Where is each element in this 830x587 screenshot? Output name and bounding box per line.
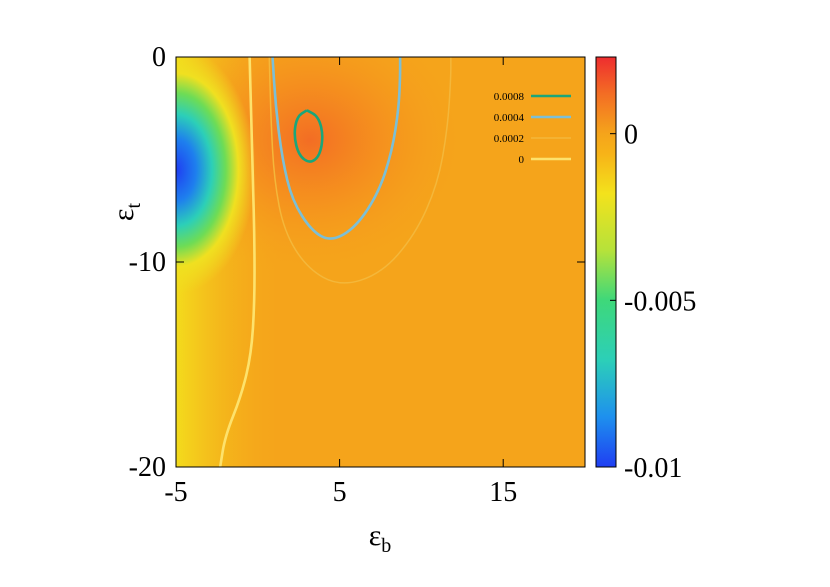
heatmap-cold-region xyxy=(176,57,585,467)
x-axis-ticks: -5 5 15 xyxy=(164,57,517,508)
y-axis-label-main: ε xyxy=(107,208,140,221)
contour-legend: 0.0008 0.0004 0.0002 0 xyxy=(494,91,571,166)
x-axis-label: εb xyxy=(369,519,392,557)
x-tick-label: 15 xyxy=(489,477,517,508)
y-axis-label-sub: t xyxy=(123,202,145,208)
y-tick-label: -20 xyxy=(129,452,166,483)
contour-line-0 xyxy=(218,57,256,467)
colorbar-tick-label: -0.01 xyxy=(624,453,682,484)
colorbar-ticks: 0 -0.005 -0.01 xyxy=(610,120,696,484)
legend-label: 0.0004 xyxy=(494,112,525,124)
legend-label: 0 xyxy=(519,154,525,166)
colorbar-tick-label: -0.005 xyxy=(624,286,696,317)
contour-lines xyxy=(218,57,452,467)
x-tick-label: -5 xyxy=(164,477,187,508)
legend-label: 0.0008 xyxy=(494,91,525,103)
y-axis-label: εt xyxy=(107,202,145,221)
y-tick-label: -10 xyxy=(129,247,166,278)
legend-label: 0.0002 xyxy=(494,133,524,145)
x-axis-label-main: ε xyxy=(369,519,382,552)
y-axis-ticks: 0 -10 -20 xyxy=(129,42,585,483)
y-tick-label: 0 xyxy=(152,42,166,73)
contour-line-0-0002 xyxy=(268,57,452,284)
colorbar-tick-label: 0 xyxy=(624,120,638,151)
colorbar xyxy=(595,56,617,468)
x-axis-label-sub: b xyxy=(381,535,391,557)
contour-line-0-0008 xyxy=(293,109,324,163)
contour-line-0-0004 xyxy=(271,57,402,240)
heatmap-plot-area xyxy=(176,57,585,467)
x-tick-label: 5 xyxy=(333,477,347,508)
